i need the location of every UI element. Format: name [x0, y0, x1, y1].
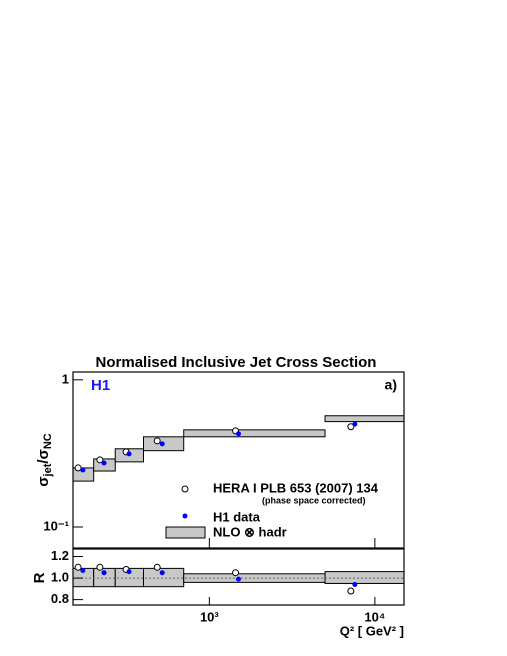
data-point	[96, 563, 104, 571]
y-label-part: σ	[35, 476, 52, 486]
data-point	[74, 464, 82, 472]
data-point	[347, 587, 355, 595]
y-tick-label: 10⁻¹	[43, 518, 69, 533]
data-point	[236, 431, 241, 437]
data-point	[96, 456, 104, 464]
data-point	[80, 467, 86, 473]
data-point	[232, 569, 240, 577]
band	[324, 571, 405, 584]
frame	[72, 548, 405, 606]
legend-band	[165, 526, 206, 539]
x-tick-label: 10³	[200, 609, 219, 624]
data-point	[159, 441, 165, 447]
data-point	[126, 451, 132, 457]
data-point	[159, 570, 165, 576]
y-axis-label: σjet/σNC	[35, 433, 54, 486]
panel-label: a)	[385, 377, 397, 393]
y-axis-label: R	[31, 572, 48, 583]
data-point	[101, 570, 107, 576]
legend-marker	[182, 513, 188, 519]
data-point	[352, 421, 358, 427]
chart-title: Normalised Inclusive Jet Cross Section	[96, 354, 377, 371]
legend-label: NLO ⊗ hadr	[213, 524, 287, 539]
data-point	[80, 568, 86, 574]
data-point	[101, 460, 107, 466]
y-tick-label: 1.2	[51, 548, 69, 563]
data-point	[74, 563, 82, 571]
x-tick-label: 10⁴	[364, 609, 385, 624]
frame	[72, 371, 405, 549]
legend-marker	[181, 485, 189, 493]
y-label-part: /σ	[35, 449, 52, 463]
data-point	[347, 423, 355, 431]
legend-note: (phase space corrected)	[262, 495, 366, 505]
data-point	[153, 437, 161, 445]
band	[183, 429, 326, 438]
data-point	[153, 563, 161, 571]
data-point	[352, 582, 358, 588]
experiment-label: H1	[91, 377, 110, 394]
y-label-part: jet	[42, 463, 54, 477]
legend-label: H1 data	[213, 509, 261, 524]
y-tick-label: 1	[62, 371, 69, 386]
y-tick-label: 1.0	[51, 570, 69, 585]
legend-label: HERA I PLB 653 (2007) 134	[213, 480, 379, 495]
band	[324, 415, 405, 423]
y-tick-label: 0.8	[51, 591, 69, 606]
data-point	[126, 569, 132, 575]
y-label-part: NC	[42, 433, 54, 449]
x-axis-label: Q² [ GeV² ]	[340, 623, 404, 638]
data-point	[236, 576, 241, 582]
